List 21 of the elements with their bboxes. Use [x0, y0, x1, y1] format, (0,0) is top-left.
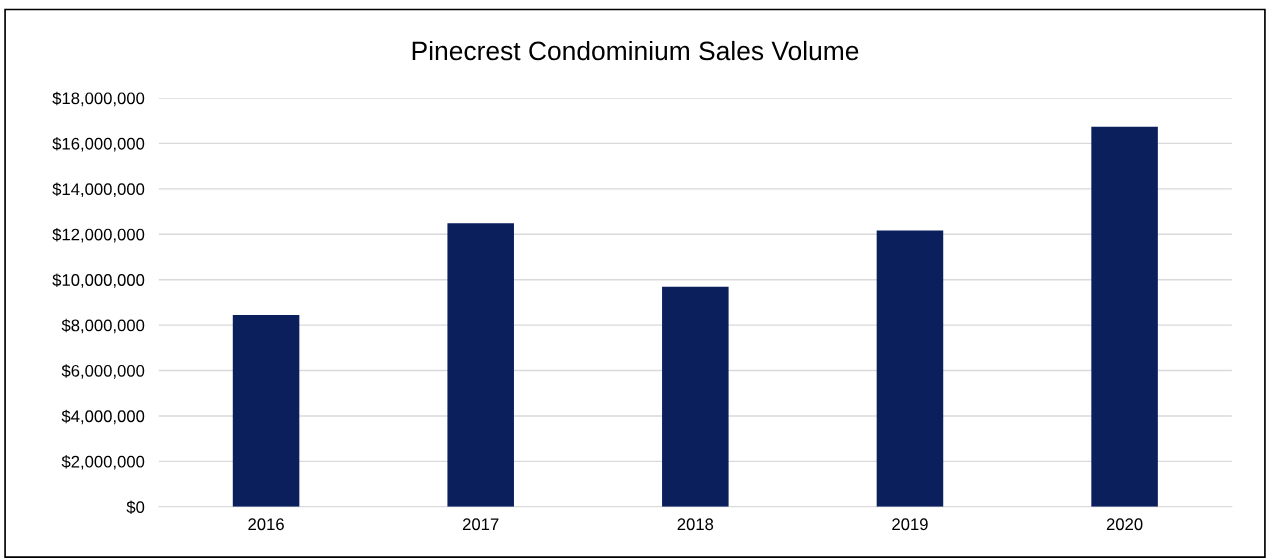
y-tick-label: $6,000,000 — [61, 364, 145, 379]
y-tick-label: $0 — [126, 500, 145, 514]
x-tick-label: 2017 — [463, 518, 499, 531]
y-tick-label: $4,000,000 — [61, 409, 145, 425]
bar — [232, 314, 300, 507]
x-tick-label: 2018 — [677, 518, 714, 531]
bar — [876, 230, 944, 507]
bar — [1091, 126, 1158, 507]
x-tick-label: 2019 — [892, 518, 928, 531]
y-tick-label: $14,000,000 — [52, 182, 145, 198]
y-tick-label: $12,000,000 — [52, 227, 145, 243]
y-tick-label: $2,000,000 — [61, 455, 145, 470]
y-tick-label: $16,000,000 — [52, 137, 145, 152]
x-tick-label: 2016 — [248, 518, 284, 531]
y-tick-label: $18,000,000 — [52, 91, 145, 107]
chart-title: Pinecrest Condominium Sales Volume — [412, 40, 859, 61]
y-tick-label: $10,000,000 — [52, 273, 145, 288]
bar — [447, 223, 514, 507]
bar — [662, 286, 729, 507]
y-tick-label: $8,000,000 — [61, 318, 145, 334]
x-tick-label: 2020 — [1106, 518, 1143, 531]
